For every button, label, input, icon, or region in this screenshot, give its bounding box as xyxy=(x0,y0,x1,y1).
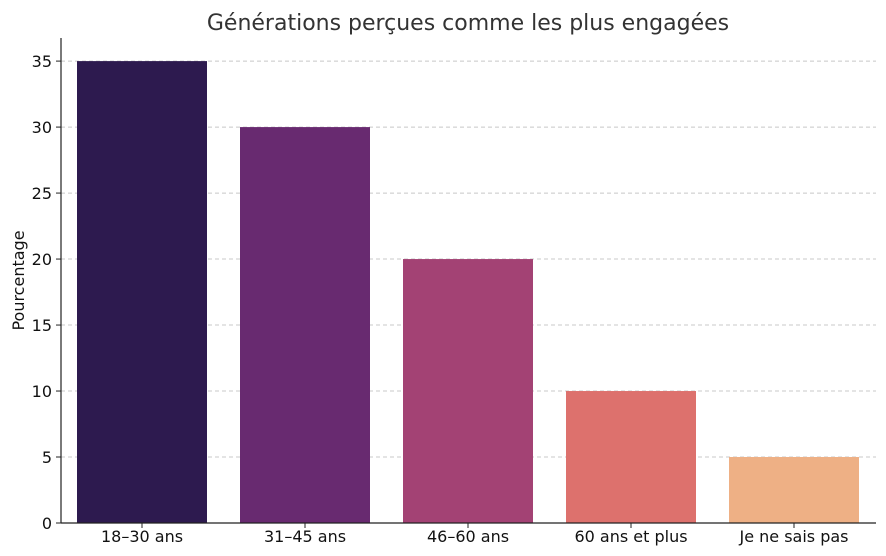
bar xyxy=(240,127,370,523)
y-tick-label: 10 xyxy=(32,382,52,401)
x-tick-label: 46–60 ans xyxy=(427,527,509,546)
x-axis-ticks: 18–30 ans 31–45 ans 46–60 ans 60 ans et plu… xyxy=(101,523,849,546)
chart-title: Générations perçues comme les plus engag… xyxy=(207,11,729,36)
y-tick-label: 35 xyxy=(32,52,52,71)
y-axis-label: Pourcentage xyxy=(9,230,28,330)
y-tick-label: 5 xyxy=(42,448,52,467)
x-tick-label: 31–45 ans xyxy=(264,527,346,546)
y-tick-label: 30 xyxy=(32,118,52,137)
bar xyxy=(729,457,859,523)
y-tick-label: 20 xyxy=(32,250,52,269)
y-tick-label: 25 xyxy=(32,184,52,203)
x-tick-label: 60 ans et plus xyxy=(574,527,687,546)
x-tick-label: Je ne sais pas xyxy=(738,527,848,546)
y-tick-label: 0 xyxy=(42,514,52,533)
bar xyxy=(403,259,533,523)
bar xyxy=(566,391,696,523)
y-axis-ticks: 0 5 10 15 20 25 30 35 xyxy=(32,52,61,533)
bar xyxy=(77,61,207,523)
bars xyxy=(77,61,859,523)
y-tick-label: 15 xyxy=(32,316,52,335)
x-tick-label: 18–30 ans xyxy=(101,527,183,546)
